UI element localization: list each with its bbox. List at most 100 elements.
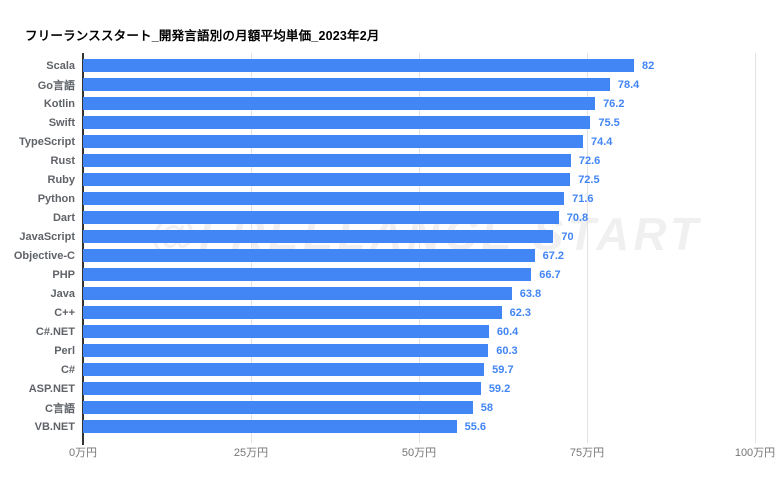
bar [83, 382, 481, 395]
chart-row: Python 71.6 [0, 189, 780, 208]
bar-track: 74.4 [83, 132, 755, 151]
chart-row: C#.NET 60.4 [0, 322, 780, 341]
bar [83, 401, 473, 414]
chart-row: Dart 70.8 [0, 208, 780, 227]
bar [83, 192, 565, 205]
bar [83, 420, 457, 433]
category-label: Objective-C [13, 249, 75, 262]
value-label: 66.7 [539, 268, 561, 281]
bar-track: 76.2 [83, 94, 755, 113]
bar-track: 58 [83, 398, 755, 417]
value-label: 62.3 [509, 306, 532, 319]
chart-row: Swift 75.5 [0, 113, 780, 132]
bar-track: 55.6 [83, 417, 755, 436]
category-label: Kotlin [43, 97, 75, 110]
category-label: PHP [52, 268, 75, 281]
chart-row: C++ 62.3 [0, 303, 780, 322]
category-label: TypeScript [18, 135, 75, 148]
value-label: 59.7 [492, 363, 514, 376]
bar [83, 344, 489, 357]
gridline [251, 53, 252, 443]
bar-track: 60.3 [83, 341, 755, 360]
bar-track: 71.6 [83, 189, 755, 208]
chart-row: Go言語 78.4 [0, 75, 780, 94]
bar [83, 97, 596, 110]
chart-row: PHP 66.7 [0, 265, 780, 284]
x-axis-tick-label: 75万円 [569, 447, 605, 459]
category-label: Swift [48, 116, 75, 129]
y-axis-line [82, 53, 84, 445]
bar-track: 70.8 [83, 208, 755, 227]
value-label: 70.8 [566, 211, 589, 224]
x-axis-tick-label: 50万円 [401, 447, 437, 459]
category-label: Dart [52, 211, 75, 224]
value-label: 58 [480, 401, 493, 414]
bar [83, 306, 502, 319]
value-label: 72.6 [578, 154, 601, 167]
bar [83, 173, 571, 186]
value-label: 60.4 [496, 325, 519, 338]
category-label: Perl [54, 344, 75, 357]
category-label: C#.NET [35, 325, 75, 338]
value-label: 72.5 [578, 173, 600, 186]
bar-track: 70 [83, 227, 755, 246]
chart-row: Objective-C 67.2 [0, 246, 780, 265]
bar-track: 78.4 [83, 75, 755, 94]
bar [83, 325, 489, 338]
category-label: VB.NET [34, 420, 75, 433]
category-label: JavaScript [19, 230, 75, 243]
bar-track: 67.2 [83, 246, 755, 265]
chart-row: Perl 60.3 [0, 341, 780, 360]
category-label: Rust [50, 154, 75, 167]
category-label: Ruby [47, 173, 76, 186]
category-label: Python [37, 192, 75, 205]
bar-track: 72.6 [83, 151, 755, 170]
value-label: 78.4 [617, 78, 640, 91]
bar-track: 63.8 [83, 284, 755, 303]
bar [83, 287, 512, 300]
bar-track: 62.3 [83, 303, 755, 322]
x-axis-tick-label: 25万円 [233, 447, 269, 459]
chart-row: JavaScript 70 [0, 227, 780, 246]
bar [83, 59, 635, 72]
value-label: 70 [561, 230, 574, 243]
value-label: 71.6 [572, 192, 594, 205]
bar [83, 249, 535, 262]
bar-track: 59.2 [83, 379, 755, 398]
chart-row: C言語 58 [0, 398, 780, 417]
bar-track: 82 [83, 56, 755, 75]
bar-track: 66.7 [83, 265, 755, 284]
gridline [587, 53, 588, 443]
chart-row: Rust 72.6 [0, 151, 780, 170]
bar [83, 268, 532, 281]
category-label: Java [50, 287, 75, 300]
category-label: C++ [54, 306, 75, 319]
value-label: 60.3 [496, 344, 518, 357]
bar [83, 211, 559, 224]
value-label: 63.8 [519, 287, 542, 300]
bar-track: 72.5 [83, 170, 755, 189]
value-label: 75.5 [598, 116, 620, 129]
chart-row: Ruby 72.5 [0, 170, 780, 189]
chart-row: C# 59.7 [0, 360, 780, 379]
value-label: 74.4 [590, 135, 613, 148]
category-label: Scala [46, 59, 75, 72]
category-label: C言語 [45, 402, 75, 415]
category-label: Go言語 [37, 79, 75, 92]
chart-row: Java 63.8 [0, 284, 780, 303]
chart-row: TypeScript 74.4 [0, 132, 780, 151]
bar-track: 59.7 [83, 360, 755, 379]
value-label: 55.6 [464, 420, 487, 433]
value-label: 82 [642, 59, 655, 72]
chart-row: Kotlin 76.2 [0, 94, 780, 113]
chart-row: Scala 82 [0, 56, 780, 75]
value-label: 59.2 [488, 382, 511, 395]
gridline-layer [82, 53, 756, 445]
bar-track: 60.4 [83, 322, 755, 341]
bar [83, 78, 610, 91]
x-axis-tick-label: 100万円 [734, 447, 776, 459]
gridline [419, 53, 420, 443]
value-label: 76.2 [603, 97, 625, 110]
bar-track: 75.5 [83, 113, 755, 132]
value-label: 67.2 [542, 249, 564, 262]
